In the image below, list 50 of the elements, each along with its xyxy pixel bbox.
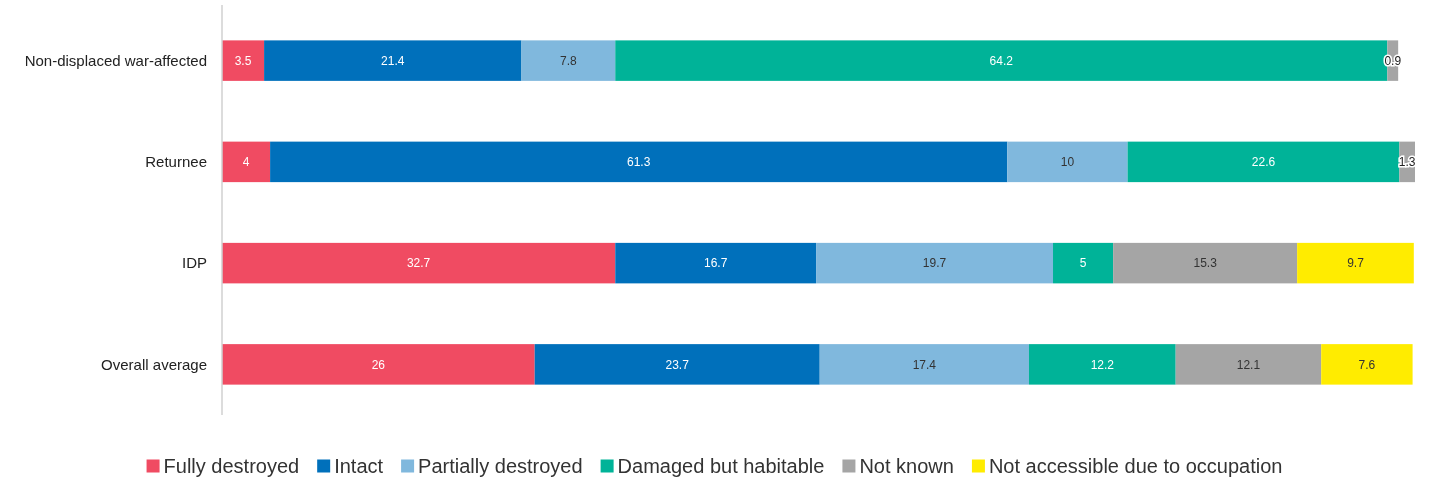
bar bbox=[222, 40, 265, 81]
bar bbox=[222, 141, 271, 183]
bar bbox=[1321, 344, 1413, 385]
bar bbox=[270, 141, 1008, 183]
data-label: 15.3 bbox=[1193, 256, 1218, 271]
data-label: 1.3 bbox=[1398, 155, 1416, 170]
data-label: 7.8 bbox=[560, 53, 578, 68]
data-label: 22.6 bbox=[1251, 155, 1276, 170]
data-label: 23.7 bbox=[665, 357, 690, 372]
data-label: 17.4 bbox=[912, 357, 937, 372]
y-tick-label: Returnee bbox=[145, 153, 207, 171]
legend-label: Not accessible due to occupation bbox=[988, 455, 1283, 477]
bar bbox=[1113, 242, 1298, 284]
y-tick-label: Non-displaced war-affected bbox=[24, 51, 207, 69]
y-tick-label: IDP bbox=[181, 254, 207, 272]
data-label: 10 bbox=[1060, 155, 1075, 170]
data-label: 19.7 bbox=[922, 256, 947, 271]
data-label: 12.2 bbox=[1090, 357, 1115, 372]
data-label: 4 bbox=[242, 155, 250, 170]
bar bbox=[1028, 344, 1176, 385]
legend-label: Damaged but habitable bbox=[617, 455, 825, 477]
bar bbox=[521, 40, 616, 81]
legend-label: Fully destroyed bbox=[163, 455, 300, 477]
bar bbox=[222, 344, 535, 385]
bar bbox=[1053, 242, 1114, 284]
bar bbox=[1007, 141, 1128, 183]
legend-label: Not known bbox=[859, 455, 954, 477]
data-label: 21.4 bbox=[381, 53, 405, 68]
bar bbox=[264, 40, 522, 81]
legend-label: Partially destroyed bbox=[418, 455, 583, 477]
data-label: 9.7 bbox=[1347, 256, 1365, 271]
data-label: 64.2 bbox=[989, 53, 1014, 68]
data-label: 3.5 bbox=[234, 53, 252, 68]
bar bbox=[615, 242, 817, 284]
data-label: 16.7 bbox=[704, 256, 728, 271]
bar bbox=[222, 242, 616, 284]
data-label: 7.6 bbox=[1358, 357, 1376, 372]
data-label: 61.3 bbox=[627, 155, 651, 170]
y-tick-label: Overall average bbox=[101, 355, 207, 373]
data-label: 5 bbox=[1079, 256, 1087, 271]
bar bbox=[534, 344, 820, 385]
bar bbox=[819, 344, 1029, 385]
legend-label: Intact bbox=[334, 455, 384, 477]
bar bbox=[816, 242, 1054, 284]
data-label: 26 bbox=[371, 357, 386, 372]
bar bbox=[1175, 344, 1322, 385]
data-label: 32.7 bbox=[406, 256, 431, 271]
bar bbox=[1127, 141, 1400, 183]
bar bbox=[1297, 242, 1414, 284]
data-label: 12.1 bbox=[1236, 357, 1261, 372]
